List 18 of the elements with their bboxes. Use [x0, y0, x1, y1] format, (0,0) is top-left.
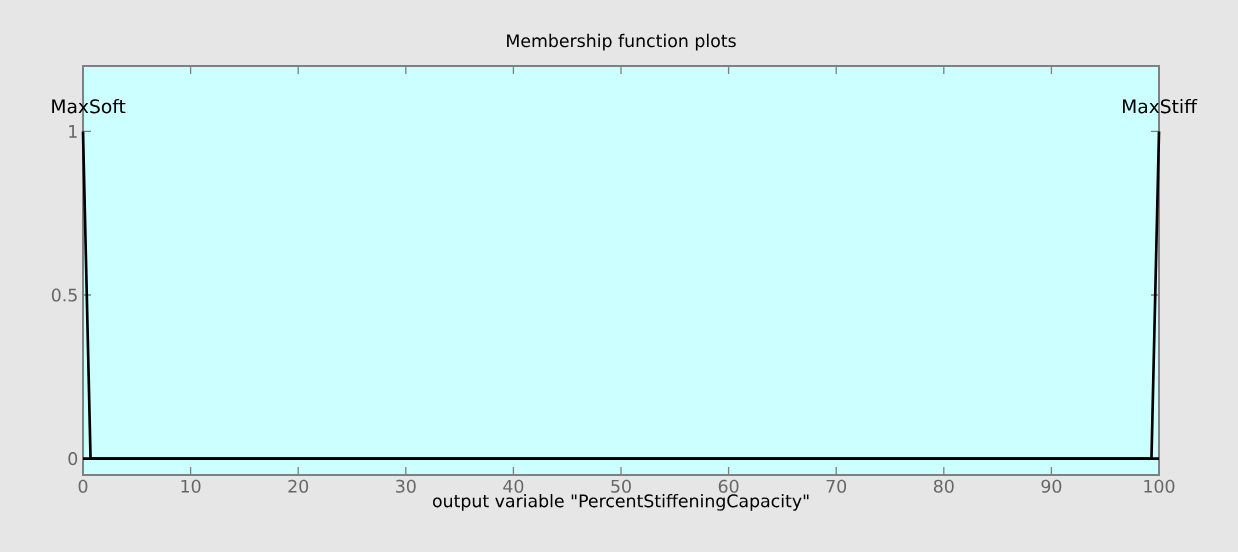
x-tick-label: 50	[611, 479, 631, 493]
series-label: MaxStiff	[1122, 98, 1198, 114]
x-tick-label: 60	[718, 479, 739, 493]
x-tick-label: 100	[1144, 479, 1175, 493]
series-label: MaxSoft	[52, 98, 126, 114]
x-tick-label: 30	[396, 479, 416, 493]
y-tick-label: 1	[69, 125, 77, 138]
x-tick-label: 10	[181, 479, 201, 493]
x-tick-label: 90	[1041, 479, 1062, 493]
x-tick-label: 80	[933, 479, 954, 493]
y-tick-label: 0.5	[51, 288, 77, 302]
x-axis-title: output variable "PercentStiffeningCapacity"	[432, 493, 809, 511]
y-tick-label: 0	[68, 452, 78, 466]
x-tick-label: 70	[826, 479, 847, 493]
chart-title: Membership function plots	[507, 33, 736, 51]
x-tick-label: 0	[78, 479, 88, 493]
x-tick-label: 40	[503, 479, 524, 493]
x-tick-label: 20	[288, 479, 309, 493]
